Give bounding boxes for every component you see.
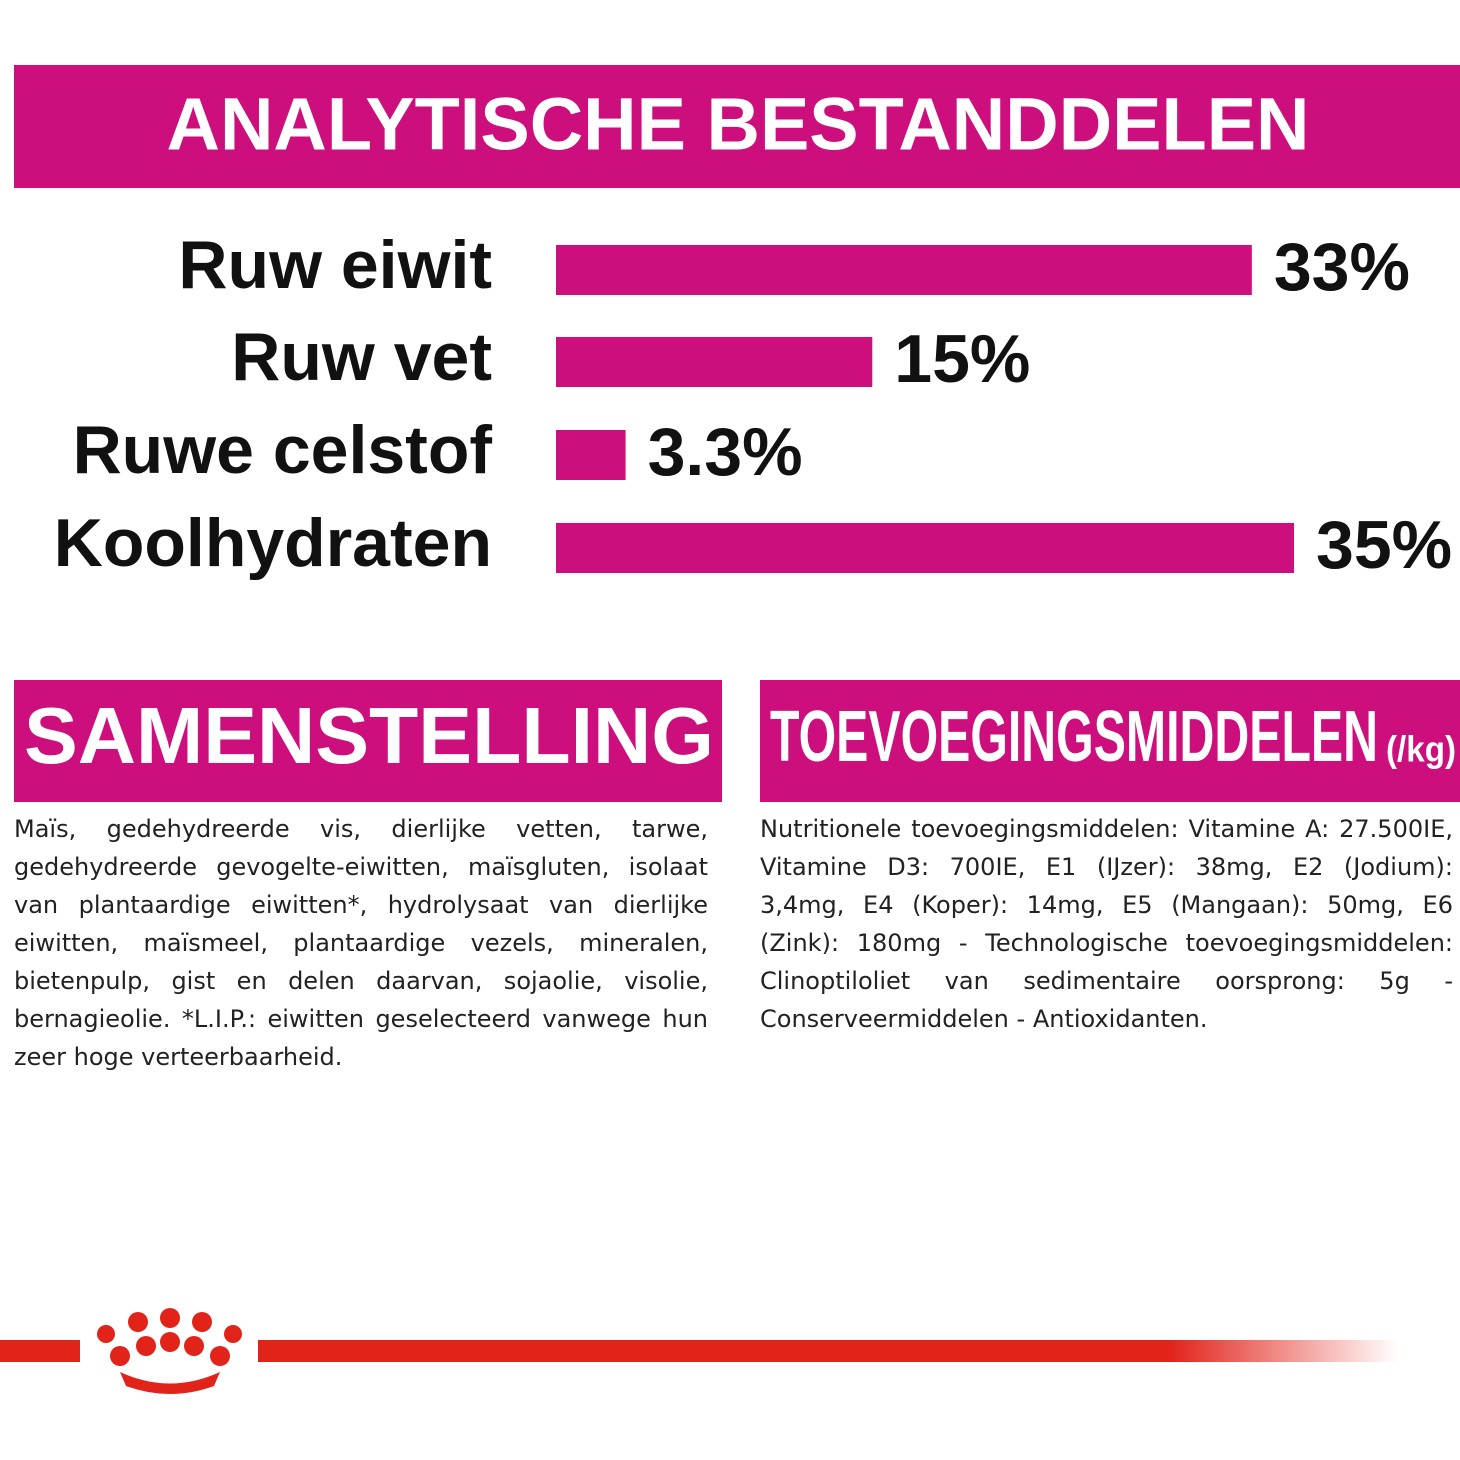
logo: [97, 1308, 242, 1394]
section-band: [14, 680, 722, 802]
bar: [556, 430, 626, 480]
section-title: SAMENSTELLING: [24, 691, 714, 780]
bar: [556, 245, 1252, 295]
bar: [556, 523, 1294, 573]
brand-line: [0, 1340, 80, 1362]
category-label: Ruw eiwit: [178, 227, 492, 303]
category-label: Ruwe celstof: [73, 412, 493, 488]
bar: [556, 337, 873, 387]
value-label: 35%: [1316, 507, 1452, 583]
value-label: 15%: [894, 321, 1030, 397]
section-unit: (/kg): [1386, 729, 1456, 770]
category-label: Koolhydraten: [54, 505, 492, 581]
section-band: [760, 680, 1460, 802]
composition-text: Maïs, gedehydreerde vis, dierlijke vette…: [14, 815, 708, 1071]
brand-line: [258, 1340, 1398, 1362]
value-label: 3.3%: [648, 414, 803, 490]
section-title: TOEVOEGINGSMIDDELEN: [770, 697, 1378, 777]
header-band: [14, 65, 1460, 188]
chart-title: ANALYTISCHE BESTANDDELEN: [167, 83, 1310, 166]
additives-text: Nutritionele toevoegingsmiddelen: Vitami…: [760, 815, 1453, 1033]
category-label: Ruw vet: [231, 319, 492, 395]
value-label: 33%: [1274, 229, 1410, 305]
